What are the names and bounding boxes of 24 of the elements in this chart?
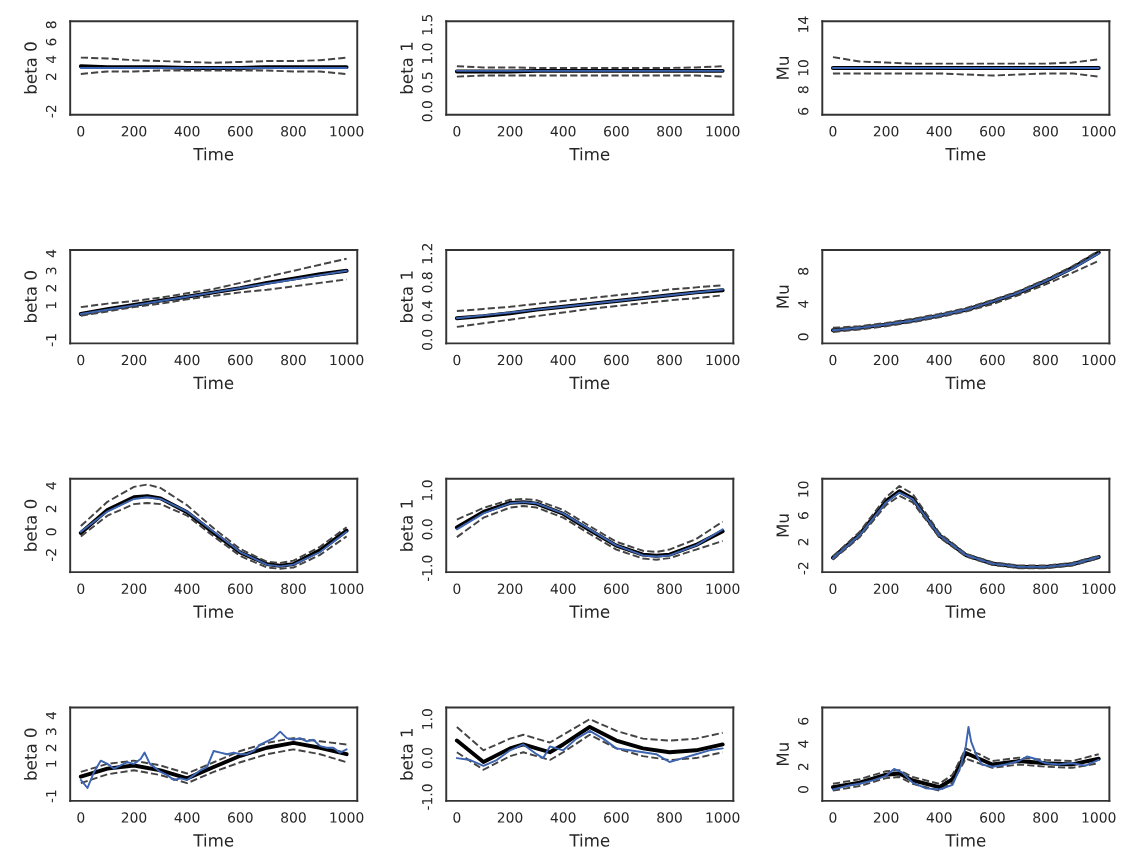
- x-axis-title: Time: [569, 147, 610, 161]
- y-axis-title: beta 1: [400, 42, 413, 94]
- y-axis-title: Mu: [776, 743, 789, 766]
- x-axis-title: Time: [945, 376, 986, 390]
- y-axis-title: beta 1: [400, 729, 413, 780]
- y-axis-title: Mu: [776, 285, 789, 308]
- x-axis-title: Time: [945, 833, 986, 847]
- x-axis-title: Time: [193, 376, 234, 390]
- x-axis-title: Time: [569, 376, 610, 390]
- x-axis-title: Time: [945, 147, 986, 161]
- y-axis-title: Mu: [776, 514, 789, 537]
- y-axis-title: beta 0: [23, 728, 37, 780]
- y-axis-title: beta 0: [23, 42, 37, 94]
- x-axis-title: Time: [569, 833, 610, 847]
- x-axis-title: Time: [193, 147, 234, 161]
- y-axis-title: Mu: [776, 57, 789, 79]
- x-axis-title: Time: [569, 605, 610, 618]
- x-axis-title: Time: [193, 833, 234, 847]
- y-axis-title: beta 1: [400, 271, 413, 322]
- x-axis-title: Time: [193, 605, 234, 618]
- y-axis-title: beta 0: [23, 271, 37, 322]
- x-axis-title: Time: [945, 605, 986, 618]
- y-axis-title: beta 0: [23, 499, 37, 551]
- y-axis-title: beta 1: [400, 500, 413, 551]
